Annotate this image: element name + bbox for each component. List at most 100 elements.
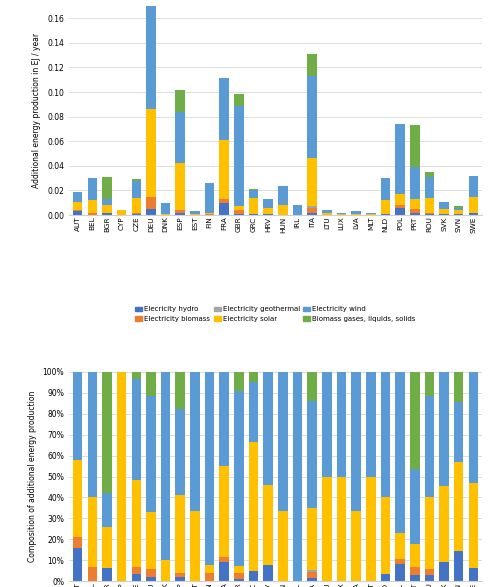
Bar: [454, 214, 463, 215]
Bar: [131, 574, 141, 581]
Bar: [366, 214, 375, 215]
Bar: [381, 214, 390, 215]
Bar: [396, 194, 405, 205]
Bar: [249, 571, 258, 581]
Bar: [468, 212, 478, 215]
Bar: [454, 461, 463, 551]
Bar: [425, 198, 434, 212]
Bar: [205, 372, 215, 565]
Bar: [337, 372, 346, 477]
Bar: [102, 199, 112, 205]
Bar: [88, 200, 97, 212]
Bar: [176, 212, 185, 215]
Bar: [234, 391, 244, 566]
Bar: [102, 177, 112, 199]
Bar: [308, 76, 317, 158]
Bar: [73, 210, 83, 211]
Bar: [131, 214, 141, 215]
Bar: [176, 577, 185, 581]
Bar: [425, 372, 434, 396]
Bar: [351, 372, 361, 511]
Bar: [249, 190, 258, 198]
Bar: [454, 208, 463, 210]
Bar: [293, 372, 302, 581]
Bar: [425, 212, 434, 214]
Y-axis label: Composition of additional energy production: Composition of additional energy product…: [28, 391, 37, 562]
Bar: [337, 212, 346, 214]
Bar: [425, 214, 434, 215]
Bar: [88, 497, 97, 567]
Bar: [381, 178, 390, 200]
Bar: [308, 158, 317, 207]
Bar: [410, 372, 420, 470]
Bar: [234, 566, 244, 572]
Bar: [161, 372, 170, 560]
Bar: [176, 372, 185, 409]
Bar: [425, 575, 434, 581]
Bar: [219, 562, 229, 581]
Bar: [219, 199, 229, 203]
Bar: [308, 572, 317, 578]
Bar: [176, 90, 185, 112]
Bar: [410, 167, 420, 199]
Bar: [366, 212, 375, 214]
Bar: [249, 189, 258, 190]
Bar: [205, 573, 215, 581]
Bar: [263, 565, 273, 581]
Bar: [410, 199, 420, 209]
Bar: [278, 205, 288, 215]
Bar: [278, 185, 288, 205]
Bar: [439, 486, 449, 562]
Bar: [308, 372, 317, 401]
Bar: [176, 112, 185, 163]
Bar: [117, 372, 126, 581]
Bar: [337, 477, 346, 581]
Bar: [396, 124, 405, 194]
Bar: [322, 210, 332, 212]
Bar: [73, 201, 83, 210]
Bar: [308, 401, 317, 508]
Bar: [234, 372, 244, 391]
Bar: [131, 379, 141, 480]
Bar: [131, 212, 141, 214]
Bar: [263, 372, 273, 485]
Bar: [439, 209, 449, 214]
Bar: [308, 212, 317, 215]
Bar: [205, 565, 215, 573]
Bar: [454, 207, 463, 208]
Bar: [410, 209, 420, 212]
Bar: [190, 372, 200, 511]
Bar: [396, 372, 405, 533]
Bar: [234, 210, 244, 214]
Bar: [425, 172, 434, 177]
Bar: [410, 125, 420, 167]
Bar: [205, 214, 215, 215]
Bar: [308, 208, 317, 212]
Bar: [131, 198, 141, 212]
Bar: [190, 214, 200, 215]
Bar: [410, 212, 420, 215]
Bar: [146, 396, 155, 512]
Bar: [146, 372, 155, 396]
Bar: [146, 209, 155, 215]
Bar: [102, 372, 112, 494]
Bar: [219, 140, 229, 199]
Bar: [219, 556, 229, 562]
Bar: [219, 466, 229, 556]
Bar: [73, 460, 83, 537]
Bar: [131, 180, 141, 181]
Bar: [176, 163, 185, 210]
Bar: [263, 208, 273, 214]
Bar: [439, 214, 449, 215]
Bar: [351, 211, 361, 214]
Bar: [278, 372, 288, 511]
Bar: [308, 578, 317, 581]
Bar: [468, 568, 478, 581]
Bar: [396, 205, 405, 208]
Bar: [366, 372, 375, 477]
Bar: [146, 109, 155, 197]
Bar: [190, 211, 200, 214]
Bar: [454, 372, 463, 402]
Bar: [176, 409, 185, 495]
Bar: [102, 527, 112, 568]
